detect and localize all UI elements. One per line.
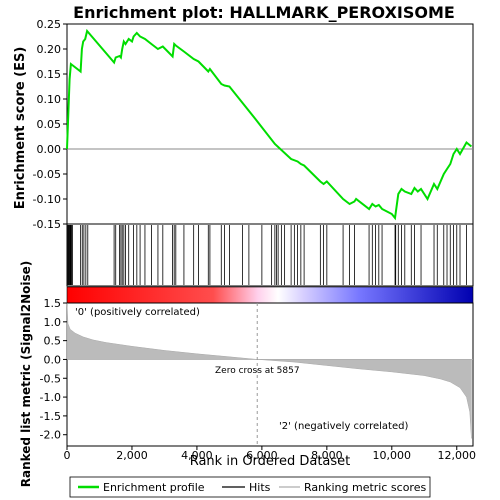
positive-correlation-label: '0' (positively correlated) bbox=[75, 307, 200, 318]
metric-y-tick-label: 0.0 bbox=[44, 353, 62, 366]
rank-heat-bar bbox=[66, 286, 474, 304]
metric-x-ticks: 0 2,000 4,000 6,000 8,000 10,000 12,000 bbox=[64, 446, 477, 462]
es-y-tick-label: 0.15 bbox=[37, 68, 62, 81]
metric-y-ticks: 1.5 1.0 0.5 0.0 -0.5 -1.0 -1.5 -2.0 bbox=[40, 297, 67, 442]
legend-box bbox=[69, 476, 431, 498]
metric-y-tick-label: -1.0 bbox=[40, 391, 61, 404]
zero-cross-label: Zero cross at 5857 bbox=[215, 366, 300, 376]
es-y-tick-label: -0.10 bbox=[33, 193, 61, 206]
es-y-tick-label: 0.25 bbox=[37, 18, 62, 31]
es-y-tick-label: 0.00 bbox=[37, 143, 62, 156]
x-tick-label: 8,000 bbox=[311, 449, 343, 462]
metric-panel-frame bbox=[66, 302, 474, 447]
legend-metric-label: Ranking metric scores bbox=[304, 481, 426, 494]
x-tick-label: 4,000 bbox=[181, 449, 213, 462]
x-tick-label: 2,000 bbox=[116, 449, 148, 462]
es-y-tick-label: 0.10 bbox=[37, 93, 62, 106]
metric-y-tick-label: -0.5 bbox=[40, 372, 61, 385]
legend-enrichment-label: Enrichment profile bbox=[103, 481, 205, 494]
metric-y-tick-label: 1.0 bbox=[44, 316, 62, 329]
metric-y-tick-label: -1.5 bbox=[40, 410, 61, 423]
x-tick-label: 12,000 bbox=[438, 449, 477, 462]
enrichment-profile-line bbox=[66, 28, 473, 221]
legend-hits-label: Hits bbox=[249, 481, 271, 494]
es-y-tick-label: 0.05 bbox=[37, 118, 62, 131]
es-y-axis-label: Enrichment score (ES) bbox=[13, 47, 28, 210]
x-axis-label: Rank in Ordered Dataset bbox=[190, 454, 351, 469]
es-y-tick-label: -0.15 bbox=[33, 218, 61, 231]
hit-markers bbox=[67, 225, 467, 285]
es-y-tick-label: 0.20 bbox=[37, 43, 62, 56]
metric-y-axis-label: Ranked list metric (Signal2Noise) bbox=[19, 261, 33, 488]
chart-title: Enrichment plot: HALLMARK_PEROXISOME bbox=[73, 3, 455, 22]
es-y-ticks: 0.25 0.20 0.15 0.10 0.05 0.00 -0.05 -0.10 -0.15 bbox=[33, 18, 67, 231]
es-y-tick-label: -0.05 bbox=[33, 168, 61, 181]
metric-y-tick-label: 0.5 bbox=[44, 335, 62, 348]
x-tick-label: 0 bbox=[64, 449, 71, 462]
x-tick-label: 6,000 bbox=[246, 449, 278, 462]
x-tick-label: 10,000 bbox=[373, 449, 412, 462]
ranking-metric-area bbox=[66, 302, 472, 439]
metric-y-tick-label: -2.0 bbox=[40, 429, 61, 442]
hits-panel-frame bbox=[66, 223, 474, 287]
metric-y-tick-label: 1.5 bbox=[44, 297, 62, 310]
negative-correlation-label: '2' (negatively correlated) bbox=[279, 421, 408, 432]
